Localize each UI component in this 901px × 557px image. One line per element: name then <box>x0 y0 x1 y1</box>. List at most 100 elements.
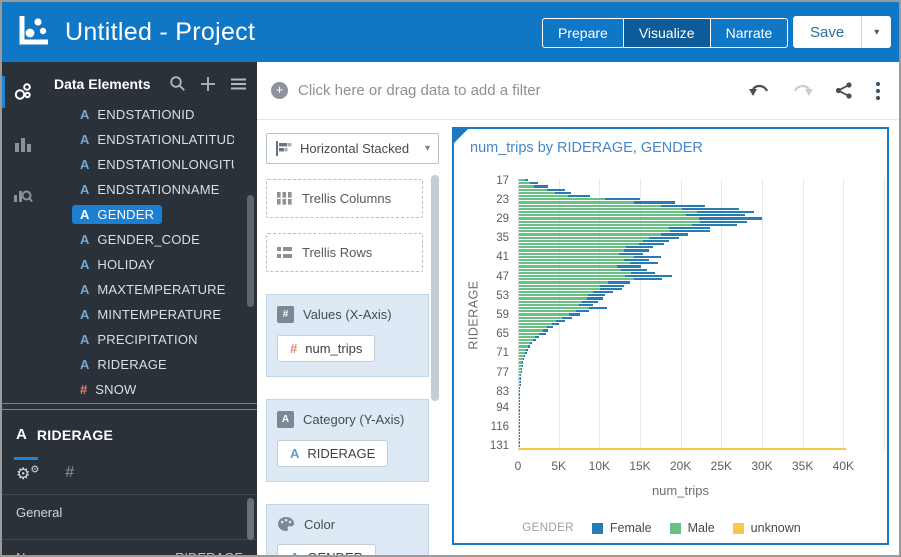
bar-female[interactable] <box>692 223 737 226</box>
filter-prompt[interactable]: Click here or drag data to add a filter <box>298 82 541 99</box>
data-element-item[interactable]: A GENDER_CODE <box>44 227 257 252</box>
bar-male[interactable] <box>519 239 643 242</box>
bar-female[interactable] <box>616 265 641 268</box>
bar-male[interactable] <box>519 182 531 185</box>
bar-male[interactable] <box>519 377 520 380</box>
bar-male[interactable] <box>519 361 523 364</box>
bar-female[interactable] <box>524 355 526 358</box>
bar-unknown[interactable] <box>519 447 846 450</box>
bar-female[interactable] <box>700 220 747 223</box>
bar-female[interactable] <box>551 323 560 326</box>
bar-male[interactable] <box>519 230 671 233</box>
data-element-item[interactable]: # SNOW <box>44 377 257 402</box>
bar-male[interactable] <box>519 236 650 239</box>
share-icon[interactable] <box>835 82 853 99</box>
bar-male[interactable] <box>519 243 639 246</box>
bar-male[interactable] <box>519 252 620 255</box>
bar-male[interactable] <box>519 326 547 329</box>
redo-button[interactable] <box>792 82 813 99</box>
bar-male[interactable] <box>519 364 522 367</box>
bar-female[interactable] <box>554 191 572 194</box>
bar-female[interactable] <box>556 319 566 322</box>
bar-female[interactable] <box>633 201 676 204</box>
bar-female[interactable] <box>525 351 527 354</box>
data-element-item[interactable]: A MAXTEMPERATURE <box>44 277 257 302</box>
bar-female[interactable] <box>526 348 529 351</box>
properties-tab-general[interactable]: ⚙⚙ <box>13 457 39 484</box>
bar-female[interactable] <box>642 239 670 242</box>
plot-area[interactable]: 17 23 29 35 41 47 53 59 65 71 77 83 94 116 131 <box>490 175 885 452</box>
bar-male[interactable] <box>519 300 583 303</box>
bar-female[interactable] <box>588 307 607 310</box>
bar-female[interactable] <box>546 326 554 329</box>
bar-male[interactable] <box>519 271 632 274</box>
bar-male[interactable] <box>519 255 634 258</box>
bar-male[interactable] <box>519 217 699 220</box>
bar-female[interactable] <box>521 364 523 367</box>
bar-female[interactable] <box>575 310 589 313</box>
add-data-icon[interactable] <box>200 76 216 92</box>
data-elements-scrollbar[interactable] <box>247 195 254 307</box>
bar-female[interactable] <box>633 255 661 258</box>
bar-female[interactable] <box>660 233 689 236</box>
bar-female[interactable] <box>621 268 648 271</box>
bar-male[interactable] <box>519 310 576 313</box>
bar-male[interactable] <box>519 262 630 265</box>
bar-male[interactable] <box>519 332 539 335</box>
bar-male[interactable] <box>519 185 535 188</box>
bar-male[interactable] <box>519 307 589 310</box>
bar-female[interactable] <box>542 329 549 332</box>
bar-female[interactable] <box>523 358 525 361</box>
save-button[interactable]: Save <box>793 16 863 48</box>
bar-female[interactable] <box>532 339 537 342</box>
bar-female[interactable] <box>660 204 706 207</box>
bar-male[interactable] <box>519 383 520 386</box>
bar-female[interactable] <box>527 345 531 348</box>
bar-female[interactable] <box>593 291 613 294</box>
bar-male[interactable] <box>519 195 568 198</box>
bar-male[interactable] <box>519 275 625 278</box>
bar-male[interactable] <box>519 329 543 332</box>
bar-male[interactable] <box>519 191 555 194</box>
data-element-item[interactable]: A RIDERAGE <box>44 352 257 377</box>
bar-female[interactable] <box>681 207 739 210</box>
bar-male[interactable] <box>519 220 701 223</box>
bar-female[interactable] <box>619 252 643 255</box>
bar-male[interactable] <box>519 345 528 348</box>
bar-female[interactable] <box>534 185 549 188</box>
properties-tab-number[interactable]: # <box>65 457 74 484</box>
bar-male[interactable] <box>519 371 521 374</box>
bar-female[interactable] <box>524 179 528 182</box>
bar-male[interactable] <box>519 214 686 217</box>
bar-male[interactable] <box>519 294 589 297</box>
bar-male[interactable] <box>519 303 580 306</box>
data-element-item[interactable]: A GENDER <box>44 202 257 227</box>
bar-female[interactable] <box>626 246 654 249</box>
bar-male[interactable] <box>519 342 530 345</box>
property-value[interactable]: RIDERAGE <box>175 550 243 555</box>
bar-female[interactable] <box>624 275 672 278</box>
bar-female[interactable] <box>535 335 540 338</box>
bar-male[interactable] <box>519 227 669 230</box>
bar-male[interactable] <box>519 339 533 342</box>
bar-female[interactable] <box>670 230 711 233</box>
bar-male[interactable] <box>519 323 552 326</box>
bar-female[interactable] <box>547 188 565 191</box>
bar-male[interactable] <box>519 207 682 210</box>
bar-female[interactable] <box>600 287 623 290</box>
category-y-axis-section[interactable]: A Category (Y-Axis) A RIDERAGE <box>266 399 429 482</box>
bar-female[interactable] <box>562 316 572 319</box>
bar-female[interactable] <box>605 198 641 201</box>
rail-data-elements-button[interactable] <box>2 70 44 114</box>
kebab-menu-icon[interactable] <box>875 81 881 101</box>
menu-icon[interactable] <box>230 77 247 91</box>
chart-visualization[interactable]: num_trips by RIDERAGE, GENDER RIDERAGE 1… <box>452 127 889 545</box>
data-element-item[interactable]: A PRECIPITATION <box>44 327 257 352</box>
bar-female[interactable] <box>586 297 603 300</box>
values-x-axis-section[interactable]: # Values (X-Axis) # num_trips <box>266 294 429 377</box>
properties-scrollbar[interactable] <box>247 498 254 540</box>
bar-female[interactable] <box>567 195 590 198</box>
data-element-item[interactable]: A ENDSTATIONNAME <box>44 177 257 202</box>
gender-chip[interactable]: A GENDER <box>277 544 377 555</box>
data-element-item[interactable]: A HOLIDAY <box>44 252 257 277</box>
